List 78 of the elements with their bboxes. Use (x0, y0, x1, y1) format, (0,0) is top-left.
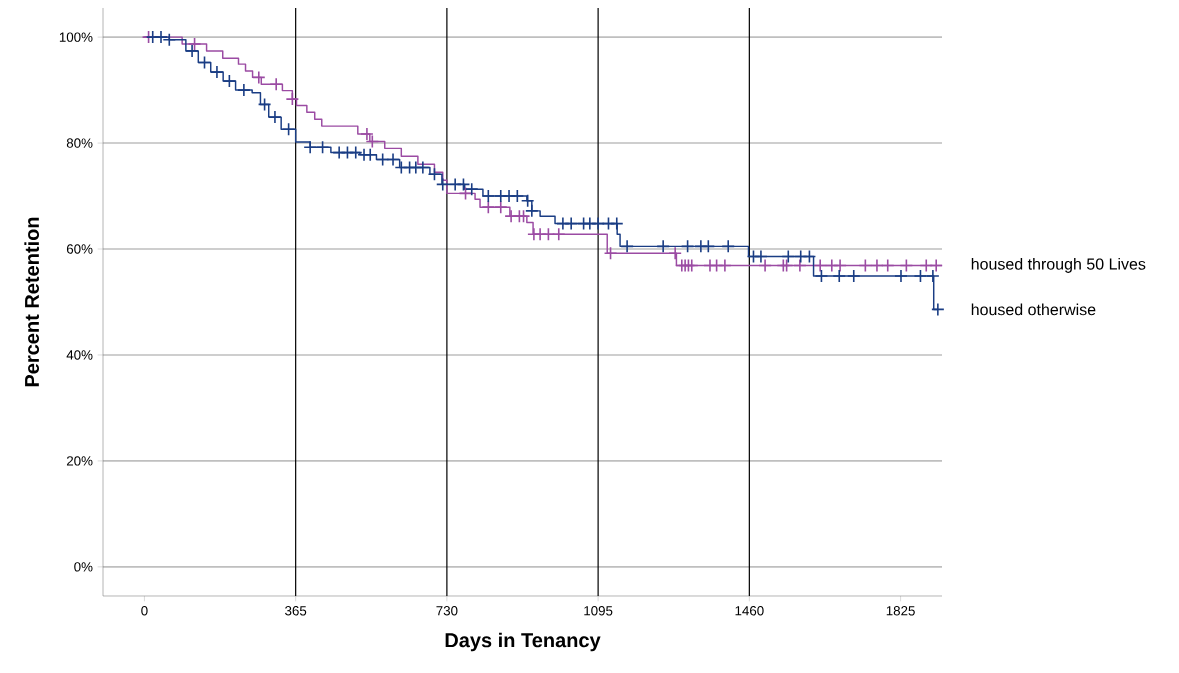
point (858, 258, 873, 273)
y-tick-label: 80% (66, 138, 93, 148)
point (551, 227, 566, 241)
point (880, 258, 895, 273)
x-tick-label: 1095 (584, 606, 613, 616)
point (493, 200, 508, 214)
point (603, 246, 618, 261)
point (894, 269, 908, 283)
point (435, 177, 450, 192)
point (814, 269, 829, 283)
point (718, 258, 732, 273)
point (363, 147, 378, 162)
point (609, 216, 624, 231)
point (656, 239, 670, 254)
x-tick-label: 0 (141, 606, 148, 616)
point (525, 204, 539, 218)
point (197, 55, 212, 70)
point (210, 65, 224, 79)
point (269, 77, 283, 92)
y-tick-label: 40% (66, 350, 93, 360)
point (268, 110, 282, 124)
point (929, 258, 943, 273)
point (285, 92, 300, 106)
x-axis-title: Days in Tenancy (445, 632, 601, 652)
point (516, 209, 531, 223)
y-tick-label: 60% (66, 244, 93, 254)
point (416, 160, 430, 175)
point (668, 246, 682, 261)
y-axis-title: Percent Retention (24, 217, 40, 387)
point (348, 145, 363, 160)
point (564, 216, 578, 231)
point (926, 269, 940, 283)
x-tick-label: 365 (285, 606, 307, 616)
point (375, 152, 390, 167)
point (833, 258, 847, 273)
x-tick-label: 1460 (735, 606, 764, 616)
x-tick-label: 730 (436, 606, 458, 616)
point (154, 30, 168, 44)
point (899, 258, 914, 273)
point (802, 249, 817, 264)
point (680, 239, 695, 254)
point (303, 140, 317, 155)
y-tick-label: 20% (66, 456, 93, 466)
point (257, 97, 272, 112)
point (281, 122, 296, 137)
point (541, 227, 556, 241)
point (222, 74, 237, 88)
point (315, 140, 330, 155)
point (162, 32, 177, 47)
point (913, 269, 928, 283)
x-tick-label: 1825 (886, 606, 915, 616)
point (793, 258, 807, 273)
point (185, 44, 199, 58)
point (251, 70, 266, 85)
point (758, 258, 772, 273)
point (187, 37, 202, 51)
point (832, 269, 847, 283)
point (237, 83, 251, 97)
point (520, 194, 535, 208)
series-label: housed through 50 Lives (971, 257, 1146, 273)
point (931, 302, 945, 317)
text: housed otherwise (971, 303, 1096, 316)
point (591, 216, 605, 231)
y-tick-label: 0% (74, 562, 93, 572)
point (620, 239, 634, 254)
point (481, 200, 496, 214)
point (781, 249, 796, 264)
point (701, 239, 716, 254)
point (458, 186, 473, 201)
point (721, 239, 736, 254)
point (481, 189, 496, 203)
point (427, 167, 442, 182)
point (846, 269, 861, 283)
point (870, 258, 884, 273)
point (754, 249, 768, 264)
y-tick-label: 100% (59, 32, 93, 42)
point (813, 258, 827, 273)
point (510, 189, 525, 203)
